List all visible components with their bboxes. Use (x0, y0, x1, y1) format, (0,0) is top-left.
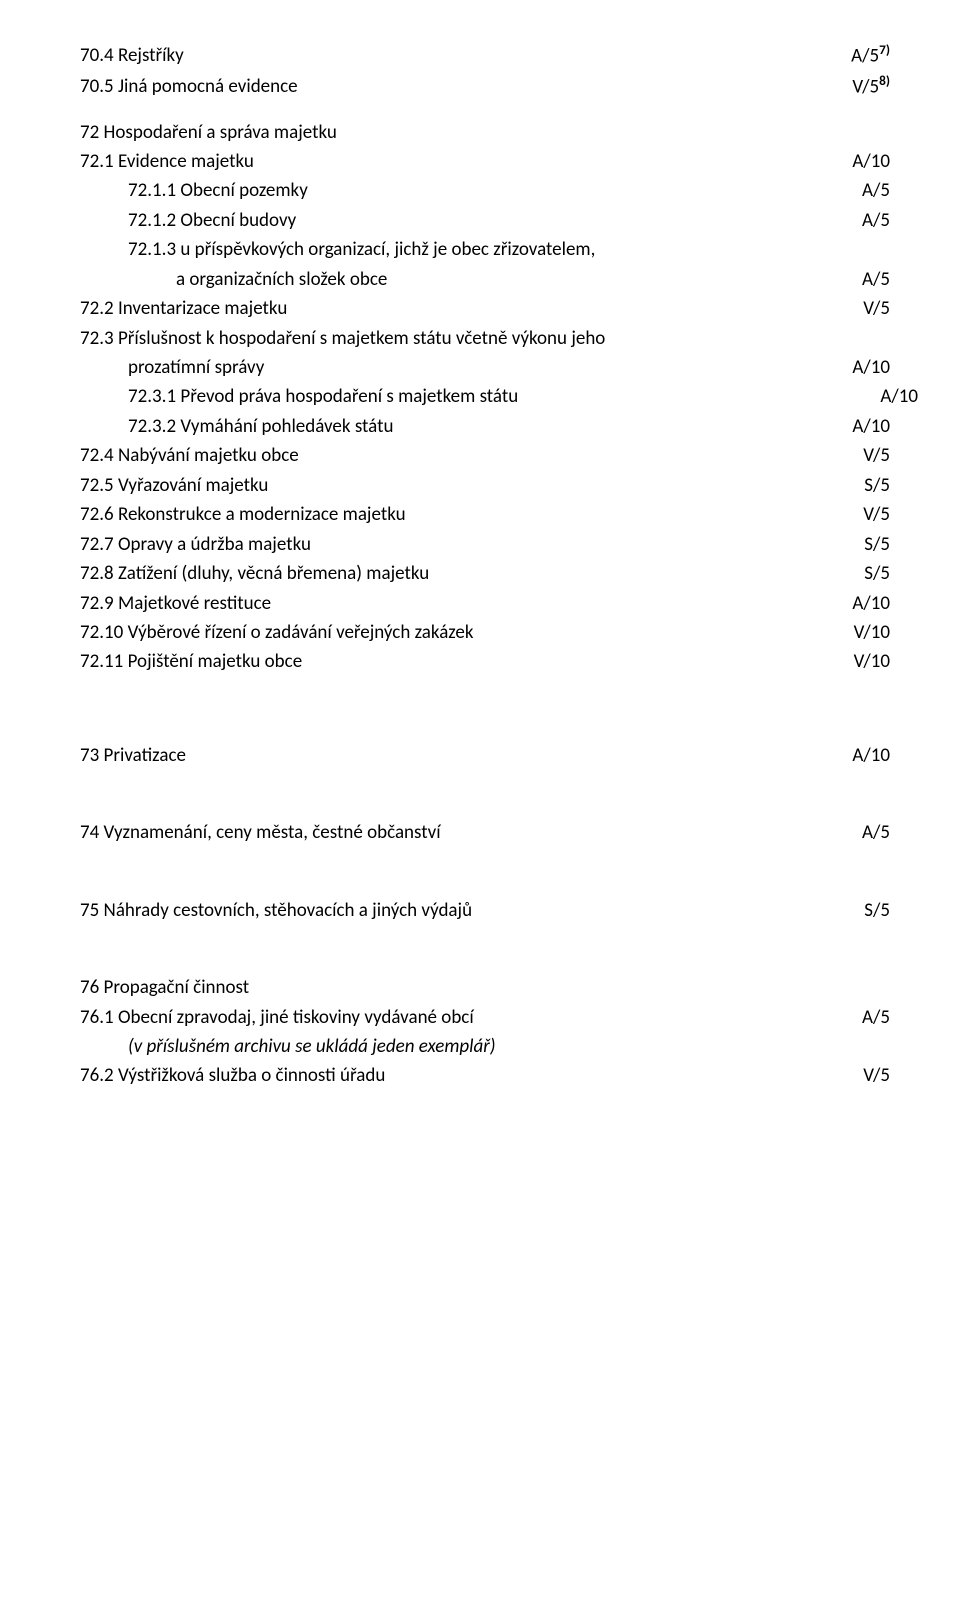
item-value: V/5 (863, 1061, 890, 1090)
spacer (80, 848, 890, 896)
item-row: 72.2 Inventarizace majetku V/5 (80, 294, 890, 323)
item-value: A/5 (862, 206, 890, 235)
item-label: a organizačních složek obce (80, 265, 862, 294)
item-row: 72.1.2 Obecní budovy A/5 (80, 206, 890, 235)
item-label: 72.1.2 Obecní budovy (80, 206, 862, 235)
item-row: prozatímní správy A/10 (80, 353, 890, 382)
item-value: S/5 (864, 896, 890, 925)
item-label: 73 Privatizace (80, 741, 852, 770)
item-label: 76.1 Obecní zpravodaj, jiné tiskoviny vy… (80, 1003, 862, 1032)
item-value: V/5 (863, 500, 890, 529)
item-value: V/10 (854, 618, 890, 647)
item-value: S/5 (864, 471, 890, 500)
item-row: 75 Náhrady cestovních, stěhovacích a jin… (80, 896, 890, 925)
item-label: 72.2 Inventarizace majetku (80, 294, 863, 323)
item-label: 74 Vyznamenání, ceny města, čestné občan… (80, 818, 862, 847)
item-row: 70.4 Rejstříky A/57) (80, 40, 890, 71)
item-row: 73 Privatizace A/10 (80, 741, 890, 770)
item-row: 72.1.1 Obecní pozemky A/5 (80, 176, 890, 205)
item-row: 72.3 Příslušnost k hospodaření s majetke… (80, 324, 890, 353)
item-value: A/10 (852, 147, 890, 176)
item-row: 72.8 Zatížení (dluhy, věcná břemena) maj… (80, 559, 890, 588)
item-label: 72.9 Majetkové restituce (80, 589, 852, 618)
item-value: A/10 (852, 741, 890, 770)
item-label: 70.4 Rejstříky (80, 41, 851, 70)
item-note: (v příslušném archivu se ukládá jeden ex… (80, 1032, 890, 1061)
spacer (80, 102, 890, 118)
item-label: 72.10 Výběrové řízení o zadávání veřejný… (80, 618, 854, 647)
item-label: 72.5 Vyřazování majetku (80, 471, 864, 500)
item-label: 72.8 Zatížení (dluhy, věcná břemena) maj… (80, 559, 864, 588)
item-value: V/58) (852, 71, 890, 102)
item-row: 76.1 Obecní zpravodaj, jiné tiskoviny vy… (80, 1003, 890, 1032)
item-label: 72.7 Opravy a údržba majetku (80, 530, 864, 559)
item-label: 72.3 Příslušnost k hospodaření s majetke… (80, 324, 890, 353)
item-value: V/5 (863, 294, 890, 323)
item-value: A/5 (862, 265, 890, 294)
item-label: 72.1 Evidence majetku (80, 147, 852, 176)
item-label: 72.1.1 Obecní pozemky (80, 176, 862, 205)
item-row: 72.9 Majetkové restituce A/10 (80, 589, 890, 618)
item-label: 76.2 Výstřižková služba o činnosti úřadu (80, 1061, 863, 1090)
section-heading: 76 Propagační činnost (80, 973, 890, 1002)
item-value: V/10 (854, 647, 890, 676)
item-label: 76 Propagační činnost (80, 973, 890, 1002)
item-value: A/57) (851, 40, 890, 71)
item-value: A/10 (852, 412, 890, 441)
item-row: 72.6 Rekonstrukce a modernizace majetku … (80, 500, 890, 529)
item-row: 72.7 Opravy a údržba majetku S/5 (80, 530, 890, 559)
item-label: prozatímní správy (80, 353, 852, 382)
document-page: 70.4 Rejstříky A/57) 70.5 Jiná pomocná e… (0, 0, 960, 1616)
item-row: 72.1.3 u příspěvkových organizací, jichž… (80, 235, 890, 264)
item-value: A/5 (862, 818, 890, 847)
item-value: S/5 (864, 530, 890, 559)
item-row: 72.3.2 Vymáhání pohledávek státu A/10 (80, 412, 890, 441)
item-row: 72.11 Pojištění majetku obce V/10 (80, 647, 890, 676)
item-row: 70.5 Jiná pomocná evidence V/58) (80, 71, 890, 102)
item-label: 72.6 Rekonstrukce a modernizace majetku (80, 500, 863, 529)
item-row: 72.10 Výběrové řízení o zadávání veřejný… (80, 618, 890, 647)
spacer (80, 770, 890, 818)
spacer (80, 925, 890, 973)
item-value: A/10 (852, 589, 890, 618)
item-row: 72.1 Evidence majetku A/10 (80, 147, 890, 176)
item-label: 72.3.1 Převod práva hospodaření s majetk… (80, 382, 852, 411)
item-value: A/5 (862, 176, 890, 205)
item-value: A/5 (862, 1003, 890, 1032)
item-label: 72 Hospodaření a správa majetku (80, 118, 890, 147)
item-value: S/5 (864, 559, 890, 588)
item-label: 72.1.3 u příspěvkových organizací, jichž… (80, 235, 890, 264)
item-value: A/10 (880, 382, 918, 411)
spacer (80, 677, 890, 741)
section-heading: 72 Hospodaření a správa majetku (80, 118, 890, 147)
item-row: a organizačních složek obce A/5 (80, 265, 890, 294)
item-label: 72.4 Nabývání majetku obce (80, 441, 863, 470)
item-label: 70.5 Jiná pomocná evidence (80, 72, 852, 101)
item-row: 72.5 Vyřazování majetku S/5 (80, 471, 890, 500)
item-label: 72.3.2 Vymáhání pohledávek státu (80, 412, 852, 441)
item-value: V/5 (863, 441, 890, 470)
item-row: 72.3.1 Převod práva hospodaření s majetk… (80, 382, 890, 411)
item-label: (v příslušném archivu se ukládá jeden ex… (80, 1032, 890, 1061)
item-row: 72.4 Nabývání majetku obce V/5 (80, 441, 890, 470)
item-row: 76.2 Výstřižková služba o činnosti úřadu… (80, 1061, 890, 1090)
item-row: 74 Vyznamenání, ceny města, čestné občan… (80, 818, 890, 847)
item-label: 72.11 Pojištění majetku obce (80, 647, 854, 676)
item-value: A/10 (852, 353, 890, 382)
item-label: 75 Náhrady cestovních, stěhovacích a jin… (80, 896, 864, 925)
